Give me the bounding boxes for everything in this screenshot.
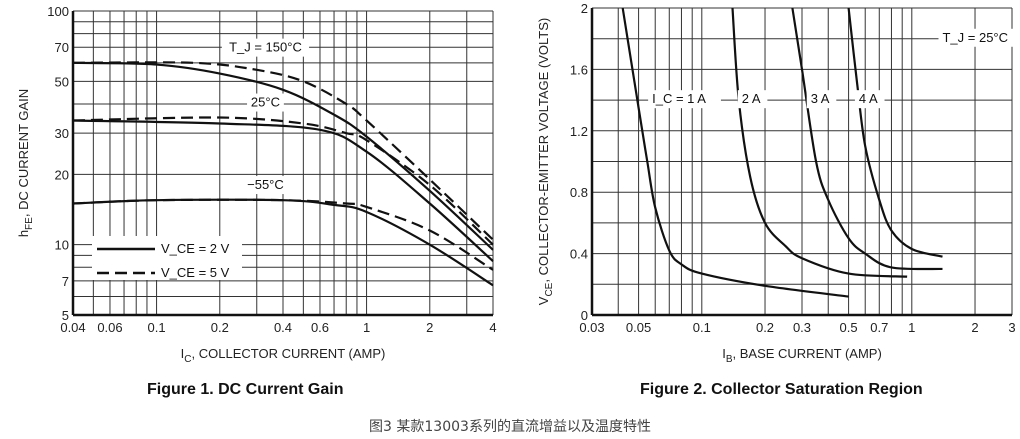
x-tick-label: 2 xyxy=(426,320,433,335)
x-tick-label: 0.04 xyxy=(60,320,85,335)
x-tick-label: 2 xyxy=(971,320,978,335)
annotation-ic-1a-bg xyxy=(648,90,721,109)
x-tick-label: 0.4 xyxy=(274,320,292,335)
y-tick-label: 2 xyxy=(581,1,588,16)
figure-2-caption: Figure 2. Collector Saturation Region xyxy=(640,381,923,398)
y-tick-label: 20 xyxy=(55,167,69,182)
curve-vce2 xyxy=(72,61,494,251)
y-axis-label: hFE, DC CURRENT GAIN xyxy=(16,89,35,237)
x-tick-label: 0.2 xyxy=(211,320,229,335)
annotation-tj-25c: T_J = 25°C xyxy=(942,30,1008,45)
annotation-minus55c: −55°C xyxy=(247,177,284,192)
x-tick-label: 3 xyxy=(1008,320,1015,335)
curve-ic-2a xyxy=(731,7,908,278)
x-tick-label: 4 xyxy=(489,320,496,335)
curve-vce2 xyxy=(72,198,494,287)
x-axis-label: IC, COLLECTOR CURRENT (AMP) xyxy=(181,346,386,365)
x-tick-label: 1 xyxy=(908,320,915,335)
curve-ic-3a xyxy=(791,7,943,271)
x-tick-label: 0.3 xyxy=(793,320,811,335)
annotation-ic-4a: 4 A xyxy=(859,91,878,106)
y-tick-label: 0.4 xyxy=(570,247,588,262)
annotation-ic-2a: 2 A xyxy=(742,91,761,106)
y-axis-label: VCE, COLLECTOR-EMITTER VOLTAGE (VOLTS) xyxy=(536,18,555,305)
y-tick-label: 0 xyxy=(581,308,588,323)
annotation-150c: T_J = 150°C xyxy=(229,40,302,55)
x-tick-label: 0.06 xyxy=(97,320,122,335)
y-tick-label: 10 xyxy=(55,238,69,253)
y-tick-label: 50 xyxy=(55,74,69,89)
annotation-ic-3a-bg xyxy=(806,90,837,109)
chart-1: 0.04 0.06 0.1 0.2 0.4 0.6 1 2 4 5 7 10 20 30 50 70 100 IC… xyxy=(16,4,497,365)
curve-ic-4a xyxy=(847,7,943,258)
curve-vce5 xyxy=(72,61,494,241)
annotation-ic-2a-bg xyxy=(737,90,768,109)
annotation-25c-bg xyxy=(247,93,284,112)
x-tick-label: 0.03 xyxy=(579,320,604,335)
figure-1-caption: Figure 1. DC Current Gain xyxy=(147,381,344,398)
x-axis-label: IB, BASE CURRENT (AMP) xyxy=(722,346,882,365)
y-tick-label: 0.8 xyxy=(570,185,588,200)
x-tick-label: 0.05 xyxy=(626,320,651,335)
x-tick-label: 0.6 xyxy=(311,320,329,335)
curve-ic-1a xyxy=(621,7,849,298)
legend-label-vce2: V_CE = 2 V xyxy=(161,241,230,256)
y-tick-label: 7 xyxy=(62,274,69,289)
annotation-ic-3a: 3 A xyxy=(811,91,830,106)
x-tick-label: 1 xyxy=(363,320,370,335)
curve-vce5 xyxy=(72,116,494,246)
y-tick-label: 5 xyxy=(62,308,69,323)
annotation-ic-1a: I_C = 1 A xyxy=(652,91,706,106)
y-tick-label: 70 xyxy=(55,40,69,55)
x-tick-label: 0.1 xyxy=(693,320,711,335)
legend-label-vce5: V_CE = 5 V xyxy=(161,265,230,280)
annotation-tj-25c-bg xyxy=(938,28,1019,47)
y-tick-label: 30 xyxy=(55,126,69,141)
legend: V_CE = 2 V V_CE = 5 V xyxy=(92,236,242,280)
x-tick-label: 0.5 xyxy=(840,320,858,335)
x-tick-label: 0.1 xyxy=(148,320,166,335)
x-tick-label: 0.2 xyxy=(756,320,774,335)
chart-2: 0.03 0.05 0.1 0.2 0.3 0.5 0.7 1 2 3 0 0.4 0.8 1.2 1.6 2… xyxy=(536,1,1019,365)
annotation-minus55c-bg xyxy=(243,176,288,195)
annotation-150c-bg xyxy=(221,38,310,57)
annotation-25c: 25°C xyxy=(251,95,280,110)
y-tick-label: 1.6 xyxy=(570,62,588,77)
y-tick-label: 1.2 xyxy=(570,124,588,139)
footer-caption: 图3 某款13003系列的直流增益以及温度特性 xyxy=(369,419,651,435)
x-tick-label: 0.7 xyxy=(870,320,888,335)
y-tick-label: 100 xyxy=(47,4,69,19)
annotation-ic-4a-bg xyxy=(854,90,885,109)
curve-vce2 xyxy=(72,119,494,262)
